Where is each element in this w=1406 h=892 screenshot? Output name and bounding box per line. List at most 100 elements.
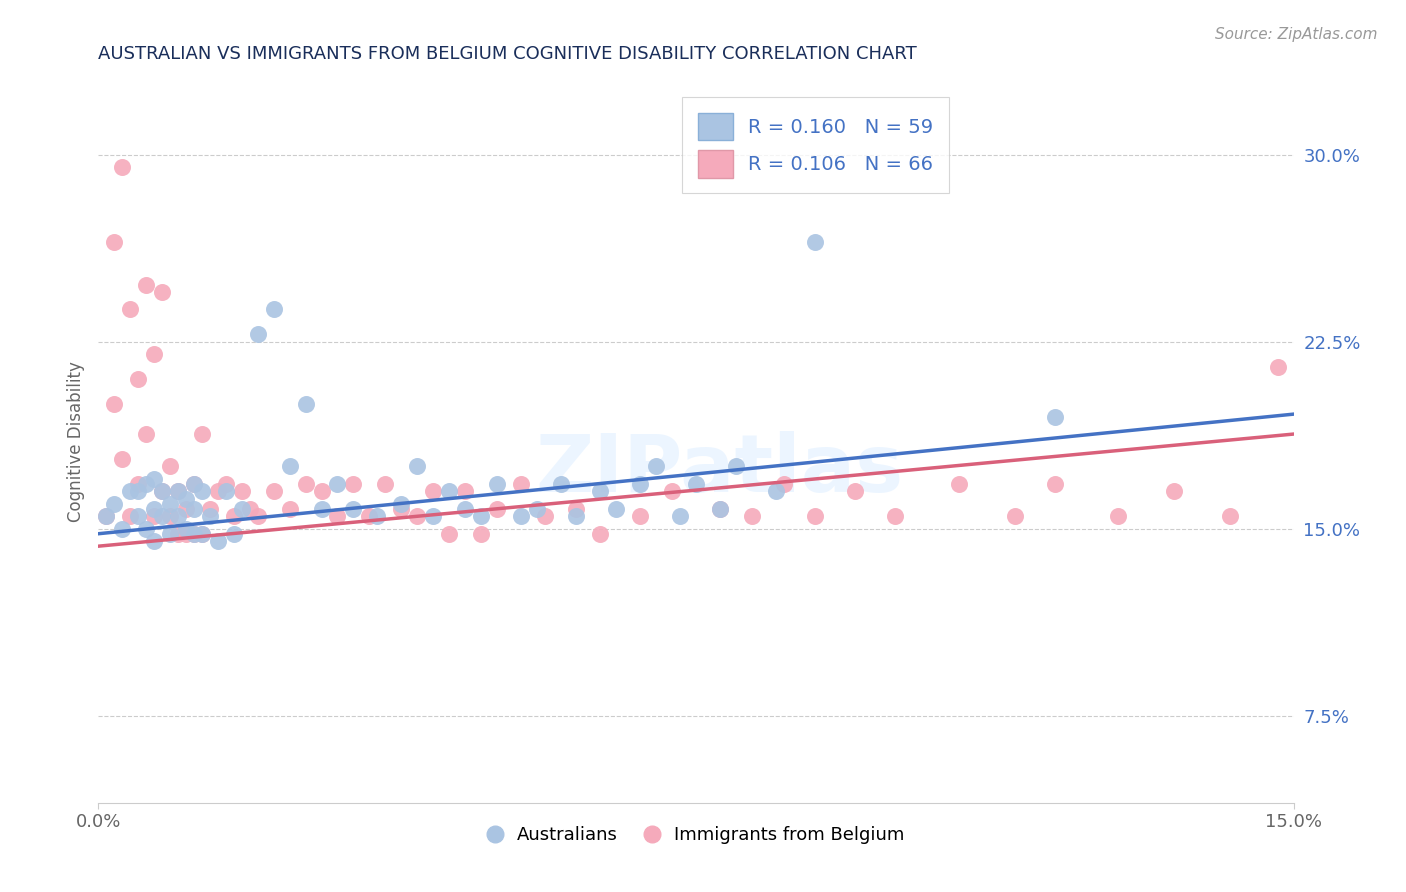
Point: [143, 347, 166, 361]
Point: [709, 501, 731, 516]
Point: [628, 509, 651, 524]
Point: [311, 501, 333, 516]
Point: [628, 476, 651, 491]
Point: [294, 476, 316, 491]
Point: [645, 459, 668, 474]
Point: [207, 484, 229, 499]
Point: [222, 526, 245, 541]
Point: [103, 497, 125, 511]
Point: [239, 501, 262, 516]
Text: ZIPatlas: ZIPatlas: [536, 432, 904, 509]
Point: [342, 476, 364, 491]
Point: [127, 372, 149, 386]
Point: [183, 526, 205, 541]
Point: [422, 484, 444, 499]
Point: [127, 476, 149, 491]
Point: [1219, 509, 1241, 524]
Point: [215, 476, 238, 491]
Point: [669, 509, 692, 524]
Point: [127, 509, 149, 524]
Point: [96, 509, 118, 524]
Point: [183, 526, 205, 541]
Point: [174, 522, 197, 536]
Point: [135, 427, 157, 442]
Point: [174, 526, 197, 541]
Point: [150, 509, 173, 524]
Point: [246, 509, 269, 524]
Point: [103, 397, 125, 411]
Y-axis label: Cognitive Disability: Cognitive Disability: [66, 361, 84, 522]
Point: [605, 501, 627, 516]
Point: [709, 501, 731, 516]
Point: [311, 484, 333, 499]
Point: [183, 476, 205, 491]
Point: [589, 526, 612, 541]
Point: [120, 302, 142, 317]
Point: [120, 484, 142, 499]
Point: [470, 526, 492, 541]
Point: [454, 484, 477, 499]
Point: [111, 452, 134, 467]
Point: [948, 476, 970, 491]
Point: [533, 509, 555, 524]
Point: [804, 509, 827, 524]
Point: [159, 497, 181, 511]
Point: [342, 501, 364, 516]
Point: [724, 459, 747, 474]
Point: [374, 476, 396, 491]
Point: [191, 526, 214, 541]
Point: [159, 526, 181, 541]
Point: [246, 327, 269, 342]
Point: [1043, 476, 1066, 491]
Point: [263, 484, 285, 499]
Point: [150, 484, 173, 499]
Point: [509, 476, 531, 491]
Point: [454, 501, 477, 516]
Point: [111, 522, 134, 536]
Legend: Australians, Immigrants from Belgium: Australians, Immigrants from Belgium: [481, 819, 911, 852]
Point: [167, 484, 190, 499]
Point: [135, 522, 157, 536]
Point: [183, 501, 205, 516]
Point: [470, 509, 492, 524]
Point: [294, 397, 316, 411]
Point: [111, 161, 134, 175]
Point: [589, 484, 612, 499]
Point: [135, 476, 157, 491]
Point: [191, 484, 214, 499]
Point: [1163, 484, 1185, 499]
Point: [485, 501, 508, 516]
Text: Source: ZipAtlas.com: Source: ZipAtlas.com: [1215, 27, 1378, 42]
Point: [198, 501, 221, 516]
Point: [685, 476, 707, 491]
Point: [120, 509, 142, 524]
Point: [167, 509, 190, 524]
Point: [231, 501, 253, 516]
Point: [183, 476, 205, 491]
Point: [1267, 359, 1289, 374]
Point: [191, 427, 214, 442]
Point: [263, 302, 285, 317]
Point: [661, 484, 683, 499]
Point: [159, 509, 181, 524]
Point: [772, 476, 794, 491]
Point: [884, 509, 907, 524]
Point: [550, 476, 572, 491]
Point: [167, 526, 190, 541]
Point: [526, 501, 548, 516]
Point: [565, 501, 588, 516]
Point: [207, 534, 229, 549]
Point: [150, 484, 173, 499]
Point: [143, 472, 166, 486]
Point: [191, 526, 214, 541]
Point: [1043, 409, 1066, 424]
Point: [509, 509, 531, 524]
Point: [222, 509, 245, 524]
Point: [278, 459, 301, 474]
Point: [359, 509, 381, 524]
Point: [1107, 509, 1129, 524]
Point: [406, 509, 429, 524]
Point: [278, 501, 301, 516]
Point: [143, 501, 166, 516]
Point: [565, 509, 588, 524]
